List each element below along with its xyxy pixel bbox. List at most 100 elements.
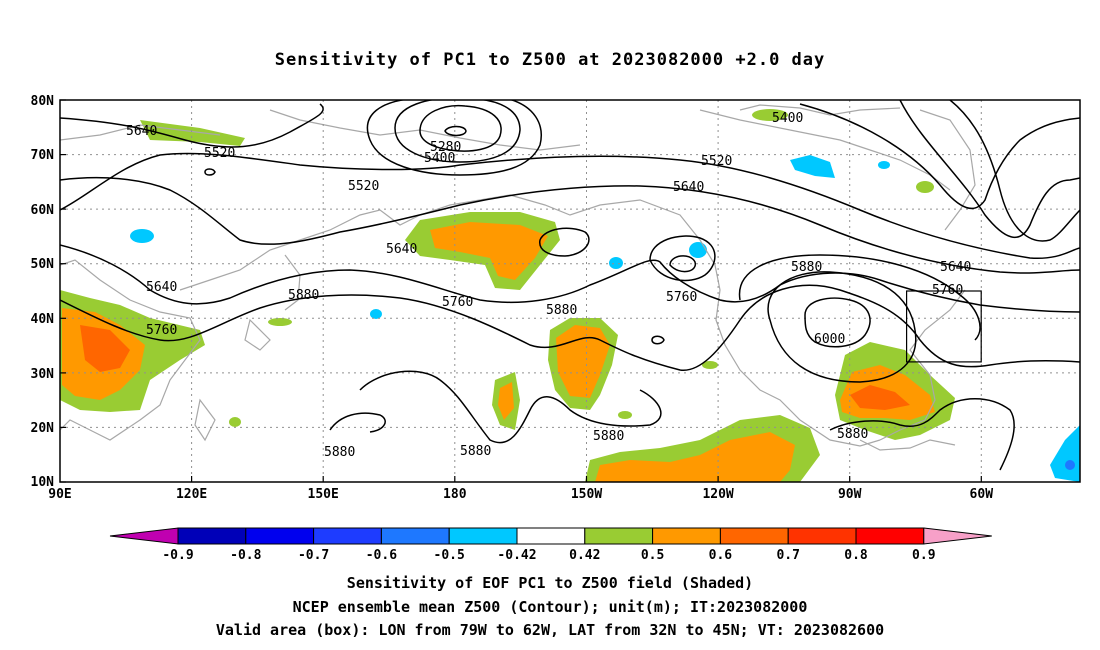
contour-5880-s-pac: [359, 370, 662, 444]
shade-neg-atlantic-core: [1065, 460, 1075, 470]
lat-tick-label: 20N: [31, 421, 55, 436]
shade-neg-alaska: [689, 242, 707, 258]
colorbar-segment: [516, 527, 586, 545]
colorbar-label: 0.7: [776, 548, 799, 563]
lat-tick-label: 40N: [31, 312, 55, 327]
contour-5400-ring: [419, 104, 502, 152]
caption-line-1: Sensitivity of EOF PC1 to Z500 field (Sh…: [346, 574, 754, 592]
lon-tick-label: 120W: [702, 487, 733, 502]
contour-5280-low: [444, 125, 467, 137]
contour-alaska-low-outer: [649, 235, 716, 282]
lat-labels: 80N 70N 60N 50N 40N 30N 20N 10N: [31, 94, 55, 490]
shade-region-gulf-inner: [850, 385, 910, 410]
lon-tick-label: 180: [443, 487, 467, 502]
lon-tick-label: 90E: [48, 487, 71, 502]
shade-spot-c: [618, 411, 632, 419]
colorbar-segment: [787, 527, 857, 545]
colorbar-label: 0.6: [709, 548, 733, 563]
lon-tick-label: 60W: [970, 487, 994, 502]
shade-neg-labrador: [878, 161, 890, 169]
map-frame: [59, 99, 1081, 483]
lat-tick-label: 80N: [31, 94, 55, 109]
shade-region-tropics-core: [595, 432, 795, 482]
lon-tick-label: 120E: [176, 487, 207, 502]
contour-labels: 5640 5520 5280 5400 5520 5640 5400 5520 …: [126, 111, 971, 460]
lon-tick-label: 150W: [571, 487, 602, 502]
contour-label: 5640: [126, 124, 157, 139]
tick-marks: [60, 99, 982, 483]
lon-tick-label: 150E: [308, 487, 339, 502]
colorbar-segment: [313, 527, 382, 545]
contour-5520-west: [60, 152, 1080, 259]
contour-label: 5760: [146, 323, 177, 338]
shade-spot-b: [702, 361, 718, 369]
contour-aleutian-ring: [539, 227, 590, 257]
contour-label: 5520: [204, 146, 235, 161]
colorbar: -0.9 -0.8 -0.7 -0.6 -0.5 -0.42 0.42 0.5 0.6 0.7 0.…: [109, 527, 992, 563]
contour-label: 5760: [666, 290, 697, 305]
contour-5640-east: [949, 100, 1080, 242]
colorbar-arrow-left: [109, 527, 179, 545]
contour-6000-high: [804, 297, 871, 348]
shade-spot-west: [268, 318, 292, 326]
contour-label: 6000: [814, 332, 845, 347]
contour-label: 5880: [546, 303, 577, 318]
contour-label: 5640: [146, 280, 177, 295]
colorbar-segment: [380, 527, 450, 545]
lon-labels: 90E 120E 150E 180 150W 120W 90W 60W: [48, 487, 993, 502]
shade-region-china-inner: [80, 325, 130, 372]
contour-alaska-low: [669, 255, 696, 273]
contour-5880-south-b: [829, 398, 1015, 471]
contour-5640-mid: [60, 176, 1080, 274]
colorbar-segment: [855, 527, 925, 545]
contour-label: 5280: [430, 140, 461, 155]
colorbar-label: -0.5: [434, 548, 465, 563]
contour-5400-east: [799, 103, 1080, 210]
contour-5400-outer: [394, 100, 521, 163]
colorbar-label: 0.8: [844, 548, 868, 563]
contour-label: 5640: [386, 242, 417, 257]
caption-line-2: NCEP ensemble mean Z500 (Contour); unit(…: [292, 598, 808, 616]
colorbar-label: -0.7: [298, 548, 329, 563]
contour-5520-ring-small: [204, 168, 216, 176]
contour-5760-main: [60, 244, 1080, 313]
contour-label: 5400: [424, 151, 455, 166]
contour-5880-high: [767, 271, 917, 383]
colorbar-label: 0.9: [912, 548, 935, 563]
contour-label: 5880: [324, 445, 355, 460]
colorbar-label: -0.6: [366, 548, 397, 563]
colorbar-arrow-right: [923, 527, 992, 545]
lat-tick-label: 30N: [31, 367, 55, 382]
colorbar-label: 0.5: [641, 548, 664, 563]
contour-label: 5640: [673, 180, 704, 195]
colorbar-segment: [177, 527, 247, 545]
colorbar-segment: [652, 527, 721, 545]
contour-5640-north: [60, 103, 324, 148]
contour-5880-south-a: [329, 412, 386, 433]
contour-5520-outer: [366, 100, 542, 176]
lat-tick-label: 60N: [31, 203, 55, 218]
contour-label: 5880: [460, 444, 491, 459]
sensitivity-map: 5640 5520 5280 5400 5520 5640 5400 5520 …: [31, 94, 1081, 563]
contour-label: 5520: [348, 179, 379, 194]
shade-neg-siberia: [130, 229, 154, 243]
shade-region-pacific-sw-core: [498, 382, 514, 420]
z500-contours: [60, 100, 1080, 471]
contour-label: 5400: [772, 111, 803, 126]
lon-tick-label: 90W: [838, 487, 862, 502]
shade-region-aleutian-core: [430, 222, 548, 280]
lat-tick-label: 10N: [31, 475, 55, 490]
contour-label: 5880: [593, 429, 624, 444]
contour-label: 5880: [288, 288, 319, 303]
gridlines: [60, 100, 1080, 482]
lat-tick-label: 50N: [31, 257, 55, 272]
contour-label: 5520: [701, 154, 732, 169]
caption-line-3: Valid area (box): LON from 79W to 62W, L…: [215, 621, 885, 639]
contour-5760-east: [738, 254, 981, 341]
colorbar-segment: [719, 527, 789, 545]
chart-title: Sensitivity of PC1 to Z500 at 2023082000…: [274, 50, 826, 70]
colorbar-label: -0.8: [230, 548, 261, 563]
contour-label: 5760: [932, 283, 963, 298]
contour-5880-main: [60, 284, 1080, 371]
colorbar-label: 0.42: [569, 548, 600, 563]
